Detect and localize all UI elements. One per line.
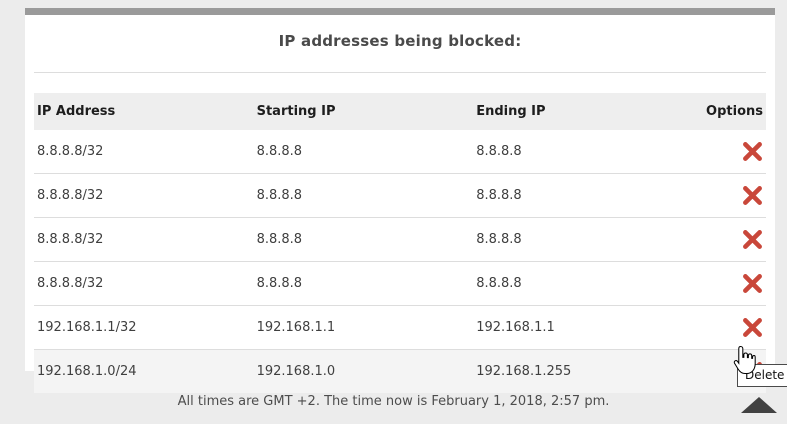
- column-header-starting-ip: Starting IP: [253, 93, 474, 130]
- ending-ip-cell: 192.168.1.255: [473, 349, 693, 393]
- ending-ip-cell: 192.168.1.1: [473, 305, 693, 350]
- ending-ip-cell: 8.8.8.8: [473, 217, 693, 262]
- column-header-options: Options: [692, 93, 766, 130]
- page-title: IP addresses being blocked:: [278, 32, 522, 50]
- delete-button[interactable]: [742, 185, 763, 206]
- starting-ip-cell: 192.168.1.0: [253, 349, 474, 393]
- table-row: 8.8.8.8/32 8.8.8.8 8.8.8.8: [34, 173, 766, 218]
- blocked-ips-table: IP Address Starting IP Ending IP Options…: [34, 93, 766, 393]
- top-divider-bar: [25, 8, 775, 15]
- delete-button[interactable]: [742, 229, 763, 250]
- starting-ip-cell: 192.168.1.1: [253, 305, 474, 350]
- ip-address-cell: 8.8.8.8/32: [34, 217, 254, 262]
- starting-ip-cell: 8.8.8.8: [253, 173, 474, 218]
- red-x-icon: [742, 186, 763, 209]
- red-x-icon: [742, 142, 763, 165]
- starting-ip-cell: 8.8.8.8: [253, 130, 474, 174]
- table-row: 192.168.1.1/32 192.168.1.1 192.168.1.1: [34, 305, 766, 350]
- ending-ip-cell: 8.8.8.8: [473, 261, 693, 306]
- delete-button[interactable]: [742, 317, 763, 338]
- column-header-ip-address: IP Address: [34, 93, 254, 130]
- starting-ip-cell: 8.8.8.8: [253, 261, 474, 306]
- timezone-note: All times are GMT +2. The time now is Fe…: [177, 394, 610, 409]
- ending-ip-cell: 8.8.8.8: [473, 130, 693, 174]
- delete-tooltip: Delete: [737, 364, 787, 387]
- ip-address-cell: 8.8.8.8/32: [34, 261, 254, 306]
- ip-address-cell: 8.8.8.8/32: [34, 130, 254, 174]
- ip-address-cell: 8.8.8.8/32: [34, 173, 254, 218]
- red-x-icon: [742, 230, 763, 253]
- title-divider: [34, 72, 766, 73]
- up-triangle-icon[interactable]: [741, 397, 777, 413]
- table-header-row: IP Address Starting IP Ending IP Options: [34, 93, 766, 130]
- ip-address-cell: 192.168.1.0/24: [34, 349, 254, 393]
- delete-button[interactable]: [742, 273, 763, 294]
- table-row: 192.168.1.0/24 192.168.1.0 192.168.1.255: [34, 349, 766, 393]
- table-row: 8.8.8.8/32 8.8.8.8 8.8.8.8: [34, 261, 766, 306]
- blocked-ips-panel: IP addresses being blocked: IP Address S…: [25, 15, 775, 393]
- delete-button[interactable]: [742, 141, 763, 162]
- table-row: 8.8.8.8/32 8.8.8.8 8.8.8.8: [34, 130, 766, 174]
- ending-ip-cell: 8.8.8.8: [473, 173, 693, 218]
- column-header-ending-ip: Ending IP: [473, 93, 693, 130]
- starting-ip-cell: 8.8.8.8: [253, 217, 474, 262]
- table-row: 8.8.8.8/32 8.8.8.8 8.8.8.8: [34, 217, 766, 262]
- red-x-icon: [742, 318, 763, 341]
- red-x-icon: [742, 274, 763, 297]
- ip-address-cell: 192.168.1.1/32: [34, 305, 254, 350]
